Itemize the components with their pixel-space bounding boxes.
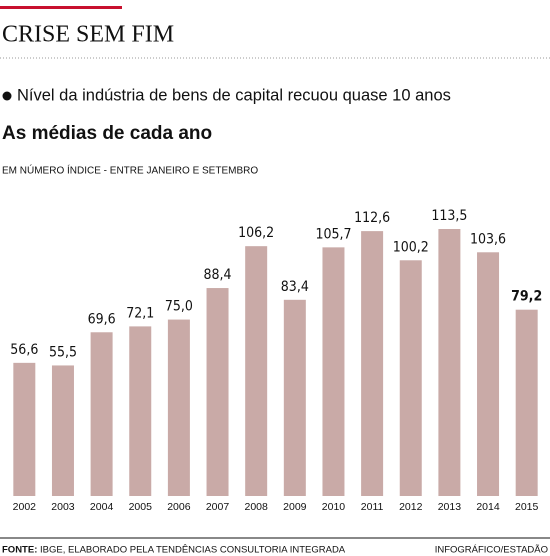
x-tick-label: 2007 [206, 501, 230, 513]
bar [477, 252, 500, 496]
bar [206, 288, 229, 496]
value-label: 100,2 [393, 239, 429, 255]
x-tick-label: 2012 [399, 501, 423, 513]
bar [361, 231, 384, 496]
x-tick-label: 2006 [167, 501, 191, 513]
chart-title: CRISE SEM FIM [2, 22, 174, 48]
subtitle: Nível da indústria de bens de capital re… [17, 86, 451, 104]
credit: INFOGRÁFICO/ESTADÃO [435, 545, 548, 556]
bar [51, 365, 74, 496]
value-label: 56,6 [10, 342, 38, 358]
bar [129, 326, 152, 496]
bar [245, 246, 268, 496]
unit-note: EM NÚMERO ÍNDICE - ENTRE JANEIRO E SETEM… [2, 164, 258, 177]
x-tick-label: 2003 [51, 501, 75, 513]
value-label: 106,2 [238, 225, 274, 241]
accent-bar [0, 6, 122, 9]
bar [283, 299, 306, 496]
x-tick-label: 2005 [129, 501, 153, 513]
bullet [2, 91, 12, 101]
bar [167, 319, 190, 496]
value-label: 105,7 [315, 226, 351, 242]
x-tick-label: 2011 [361, 501, 384, 513]
bar [322, 247, 345, 496]
bar [13, 362, 36, 496]
bar [90, 332, 113, 496]
value-label: 113,5 [431, 208, 467, 224]
x-tick-label: 2009 [283, 501, 307, 513]
value-label: 69,6 [88, 311, 116, 327]
x-tick-label: 2004 [90, 501, 114, 513]
value-label: 83,4 [281, 279, 309, 295]
x-tick-label: 2014 [476, 501, 500, 513]
value-label: 103,6 [470, 231, 506, 247]
x-tick-label: 2015 [515, 501, 539, 513]
bar [438, 229, 461, 496]
value-label: 72,1 [126, 305, 154, 321]
heading: As médias de cada ano [2, 123, 212, 144]
bar [399, 260, 422, 496]
value-label: 79,2 [511, 289, 542, 305]
x-tick-label: 2002 [13, 501, 37, 513]
value-label: 112,6 [354, 210, 390, 226]
x-tick-label: 2013 [438, 501, 462, 513]
x-tick-label: 2010 [322, 501, 346, 513]
value-label: 55,5 [49, 344, 77, 360]
source: IBGE, ELABORADO PELA TENDÊNCIAS CONSULTO… [40, 545, 346, 556]
value-label: 88,4 [204, 267, 232, 283]
bar [515, 309, 538, 496]
source-label: FONTE: [2, 545, 37, 556]
value-label: 75,0 [165, 299, 193, 315]
x-tick-label: 2008 [244, 501, 268, 513]
